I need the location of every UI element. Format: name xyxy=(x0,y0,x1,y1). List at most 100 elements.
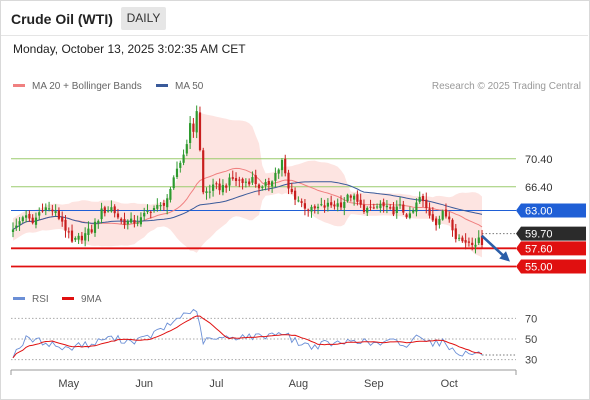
rsi-ma-swatch xyxy=(62,296,74,300)
timeframe-badge[interactable]: DAILY xyxy=(121,7,166,30)
candle-body xyxy=(343,202,346,208)
candle-body xyxy=(80,235,83,241)
candle-body xyxy=(152,208,156,211)
candle-body xyxy=(172,177,175,189)
candle-body xyxy=(120,218,123,221)
candle-body xyxy=(70,230,74,242)
candle-body xyxy=(339,202,343,208)
candle-body xyxy=(284,158,287,174)
candle-body xyxy=(290,188,293,193)
candle-body xyxy=(471,242,474,245)
candle-body xyxy=(64,219,67,231)
candle-body xyxy=(320,204,323,206)
candle-body xyxy=(156,204,159,209)
candle-body xyxy=(369,206,372,208)
candle-body xyxy=(133,220,136,224)
rsi-ma-line xyxy=(12,315,483,359)
forecast-arrow-head xyxy=(499,251,510,262)
candle-body xyxy=(198,112,202,151)
bollinger-band xyxy=(13,112,482,258)
legend-rsi: RSI xyxy=(13,294,49,305)
candle-body xyxy=(477,237,480,243)
candle-body xyxy=(448,216,451,220)
candle-body xyxy=(44,207,47,211)
ma50-swatch xyxy=(156,83,168,87)
candle-body xyxy=(330,202,333,206)
candle-body xyxy=(218,183,221,191)
legend-rsi-ma: 9MA xyxy=(62,294,102,305)
candle-body xyxy=(123,219,126,225)
x-tick-label: Jul xyxy=(209,378,223,390)
candle-body xyxy=(333,204,336,207)
candle-body xyxy=(179,162,182,168)
candle-body xyxy=(392,206,395,215)
candle-body xyxy=(48,208,51,210)
level-tag-support xyxy=(516,259,586,274)
candle-body xyxy=(162,203,165,206)
candle-body xyxy=(100,208,103,220)
candle-body xyxy=(303,203,306,209)
candle-body xyxy=(166,198,169,208)
candle-body xyxy=(93,221,97,233)
candle-body xyxy=(169,189,172,200)
candle-body xyxy=(402,204,405,213)
candle-body xyxy=(261,186,264,188)
candle-body xyxy=(38,212,41,216)
candle-body xyxy=(195,111,198,133)
candle-body xyxy=(241,178,244,183)
candle-body xyxy=(349,195,352,198)
candle-body xyxy=(103,207,106,214)
candle-body xyxy=(382,202,385,207)
candle-body xyxy=(346,194,349,201)
legend-ma50-label: MA 50 xyxy=(175,81,204,92)
candle-body xyxy=(57,210,60,219)
candle-body xyxy=(248,181,251,185)
x-tick-label: May xyxy=(58,378,79,390)
ma20-swatch xyxy=(13,83,25,87)
candle-body xyxy=(336,203,339,207)
candle-body xyxy=(412,210,415,213)
candle-body xyxy=(271,181,274,187)
candle-body xyxy=(21,217,24,221)
candle-body xyxy=(464,240,467,243)
candle-body xyxy=(51,209,54,212)
candle-body xyxy=(54,211,57,213)
candle-body xyxy=(480,235,484,245)
candle-body xyxy=(139,217,142,225)
candle-body xyxy=(244,181,247,183)
level-label-resistance: 66.40 xyxy=(525,182,553,194)
candle-body xyxy=(474,244,477,247)
candle-body xyxy=(438,218,441,225)
candle-body xyxy=(257,184,261,189)
level-label-pivot: 63.00 xyxy=(525,206,553,218)
candle-body xyxy=(376,206,379,208)
candle-body xyxy=(264,182,267,186)
candle-body xyxy=(267,181,270,185)
candle-body xyxy=(467,241,470,243)
instrument-title: Crude Oil (WTI) xyxy=(11,11,113,27)
candle-body xyxy=(143,212,146,217)
candle-body xyxy=(215,183,218,185)
candle-body xyxy=(34,217,38,225)
candle-body xyxy=(28,213,31,219)
candle-body xyxy=(415,202,418,212)
candle-body xyxy=(189,123,192,143)
candle-body xyxy=(277,169,280,174)
candle-body xyxy=(359,199,362,205)
candle-body xyxy=(294,190,297,200)
candle-body xyxy=(97,220,100,223)
candle-body xyxy=(74,238,77,240)
candle-body xyxy=(428,208,431,216)
research-credit: Research © 2025 Trading Central xyxy=(431,81,581,92)
candle-body xyxy=(441,210,444,220)
rsi-tick-label: 70 xyxy=(525,313,537,325)
candle-body xyxy=(366,207,369,213)
candle-body xyxy=(313,206,316,209)
level-label-support: 55.00 xyxy=(525,262,553,274)
candle-body xyxy=(202,150,205,193)
candle-body xyxy=(307,209,310,211)
legend-ma20: MA 20 + Bollinger Bands xyxy=(13,81,142,92)
candle-body xyxy=(130,218,133,223)
candle-body xyxy=(221,185,224,193)
